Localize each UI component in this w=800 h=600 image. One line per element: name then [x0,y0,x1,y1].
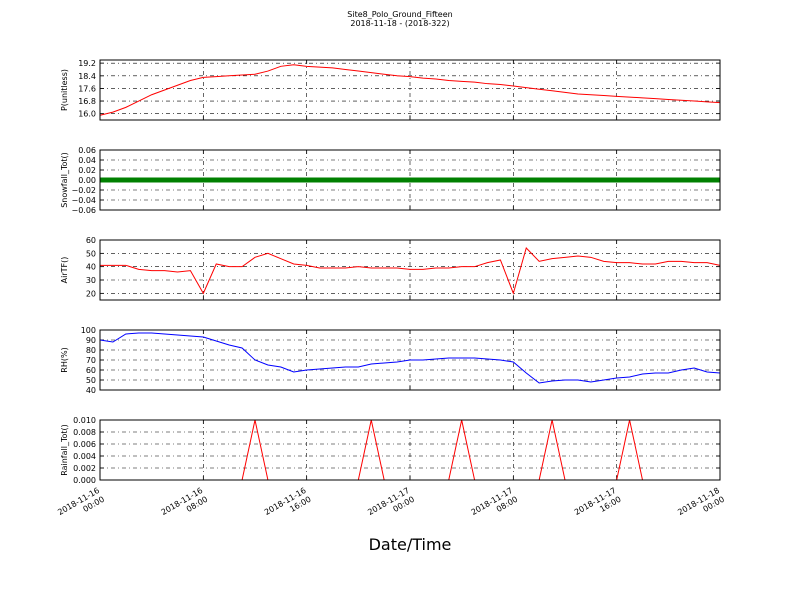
y-axis-label: P(unitless) [60,69,69,111]
data-line [99,332,721,384]
y-tick-label: 60 [86,236,96,245]
y-tick-label: 60 [86,366,96,375]
y-tick-label: 19.2 [78,59,96,68]
y-tick-label: 100 [81,326,96,335]
y-axis-label: RH(%) [60,347,69,372]
data-line [99,64,721,116]
x-tick-label: 2018-11-1700:00 [366,486,416,526]
y-tick-label: 30 [86,276,96,285]
data-line [100,247,721,295]
plot-frame [99,329,721,391]
x-tick-label: 2018-11-1800:00 [676,486,726,526]
y-tick-label: 16.8 [78,97,96,106]
plot-frame [99,59,721,121]
y-tick-label: 0.010 [73,416,96,425]
y-tick-label: 0.004 [73,452,96,461]
y-tick-label: 70 [86,356,96,365]
plot-frame [99,419,721,481]
y-tick-label: 0.008 [73,428,96,437]
y-tick-label: 0.06 [78,146,96,155]
y-tick-label: 0.02 [78,166,96,175]
plot-frame [99,149,721,211]
y-tick-label: 80 [86,346,96,355]
y-tick-label: 18.4 [78,72,96,81]
y-tick-label: −0.06 [71,206,96,215]
y-tick-label: 50 [86,249,96,258]
y-tick-label: 20 [86,289,96,298]
chart-title: Site8_Polo_Ground_Fifteen [347,10,452,19]
x-tick-label: 2018-11-1608:00 [160,486,210,526]
x-tick-label: 2018-11-1716:00 [573,486,623,526]
y-tick-label: 16.0 [78,110,96,119]
y-tick-label: 40 [86,263,96,272]
y-axis-label: Rainfall_Tot() [60,424,69,476]
y-tick-label: 90 [86,336,96,345]
y-tick-label: 17.6 [78,84,96,93]
plot-frame [99,239,721,301]
chart-subtitle: 2018-11-18 - (2018-322) [350,19,449,28]
y-tick-label: 0.006 [73,440,96,449]
y-tick-label: −0.02 [71,186,96,195]
x-tick-label: 2018-11-1600:00 [56,486,106,526]
x-tick-label: 2018-11-1616:00 [263,486,313,526]
y-tick-label: 0.000 [73,476,96,485]
y-tick-label: 50 [86,376,96,385]
y-axis-label: AirTF() [60,257,69,284]
y-tick-label: 0.04 [78,156,96,165]
x-axis-label: Date/Time [369,535,452,554]
y-axis-label: Snowfall_Tot() [60,152,69,208]
y-tick-label: −0.04 [71,196,96,205]
y-tick-label: 40 [86,386,96,395]
y-tick-label: 0.002 [73,464,96,473]
x-tick-label: 2018-11-1708:00 [470,486,520,526]
y-tick-label: 0.00 [78,176,96,185]
